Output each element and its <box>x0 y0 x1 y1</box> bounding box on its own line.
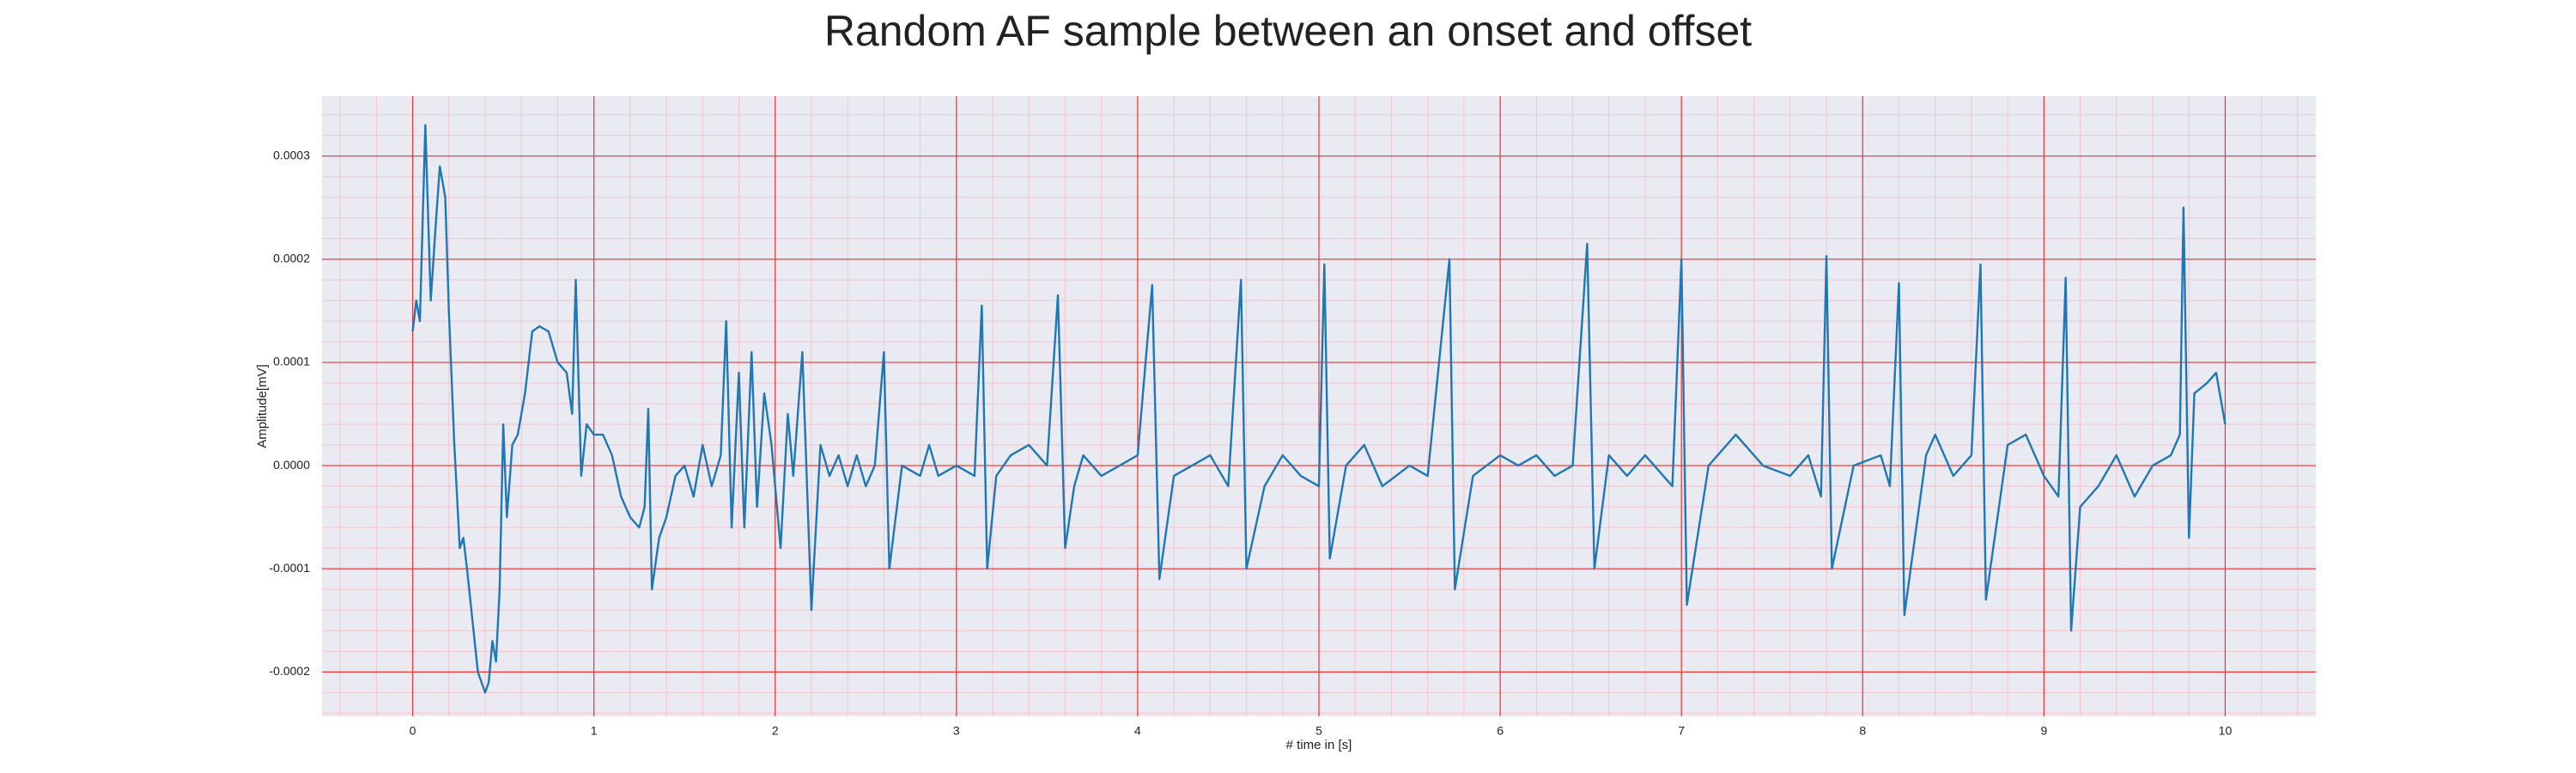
x-tick-label: 3 <box>953 724 960 738</box>
y-tick-label: 0.0000 <box>273 458 310 472</box>
x-tick-label: 9 <box>2040 724 2047 738</box>
signal-line <box>411 124 2227 694</box>
x-tick-label: 0 <box>410 724 416 738</box>
chart-title: Random AF sample between an onset and of… <box>824 7 1752 55</box>
x-tick-label: 4 <box>1134 724 1141 738</box>
y-tick-label: -0.0001 <box>270 561 311 575</box>
x-tick-label: 5 <box>1315 724 1322 738</box>
x-tick-label: 8 <box>1859 724 1866 738</box>
y-tick-label: 0.0001 <box>273 355 310 368</box>
x-tick-label: 10 <box>2219 724 2233 738</box>
y-axis-label: Amplitude[mV] <box>255 364 270 448</box>
y-tick-label: -0.0002 <box>270 664 311 678</box>
x-axis-label: # time in [s] <box>1286 738 1352 752</box>
y-tick-label: 0.0003 <box>273 148 310 161</box>
x-tick-label: 7 <box>1678 724 1685 738</box>
x-tick-label: 6 <box>1497 724 1504 738</box>
x-tick-label: 1 <box>591 724 598 738</box>
x-tick-label: 2 <box>772 724 779 738</box>
y-tick-label: 0.0002 <box>273 252 310 265</box>
